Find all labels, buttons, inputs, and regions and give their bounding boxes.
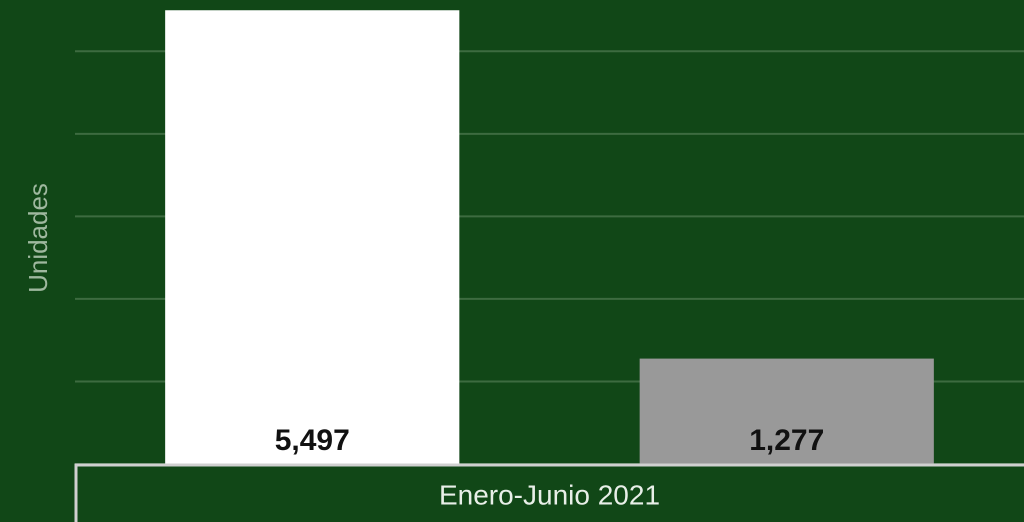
data-label: 5,497	[275, 424, 350, 457]
data-label: 1,277	[749, 424, 824, 457]
category-box	[74, 463, 1024, 522]
x-tick-label: Enero-Junio 2021	[439, 479, 660, 510]
bar	[165, 10, 460, 464]
bar	[639, 358, 934, 464]
y-axis-label: Unidades	[23, 183, 53, 293]
